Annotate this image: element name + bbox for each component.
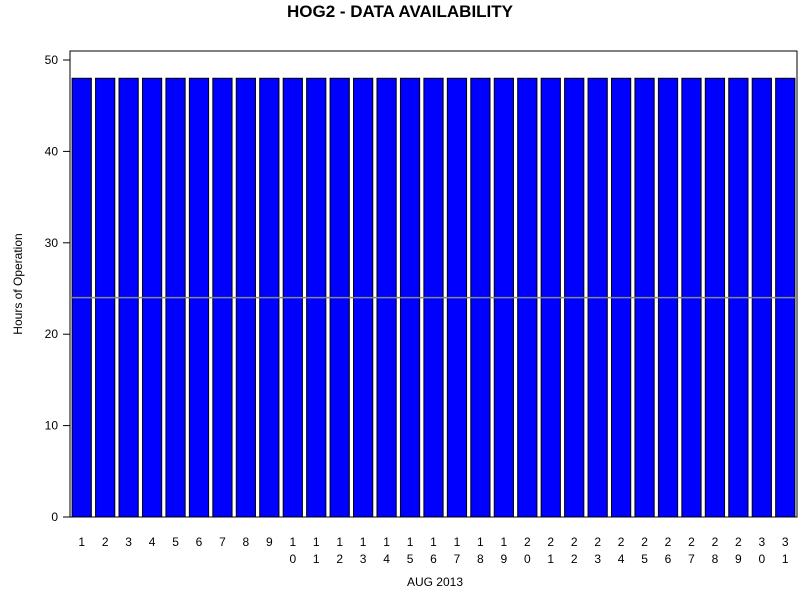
x-tick-label: 1 [78,535,85,549]
x-tick-label: 3 [125,535,132,549]
chart-title: HOG2 - DATA AVAILABILITY [287,2,514,21]
x-axis-label: AUG 2013 [407,575,463,589]
y-tick-label: 10 [45,419,59,433]
x-tick-label: 8 [243,535,250,549]
y-tick-label: 40 [45,144,59,158]
y-tick-label: 20 [45,327,59,341]
x-tick-label: 5 [172,535,179,549]
x-tick-label: 4 [149,535,156,549]
x-tick-label: 2 [102,535,109,549]
y-axis-label: Hours of Operation [11,233,25,334]
x-tick-label: 9 [266,535,273,549]
y-tick-label: 30 [45,236,59,250]
y-tick-label: 50 [45,53,59,67]
x-tick-label: 7 [219,535,226,549]
x-tick-label: 6 [196,535,203,549]
y-tick-label: 0 [51,510,58,524]
